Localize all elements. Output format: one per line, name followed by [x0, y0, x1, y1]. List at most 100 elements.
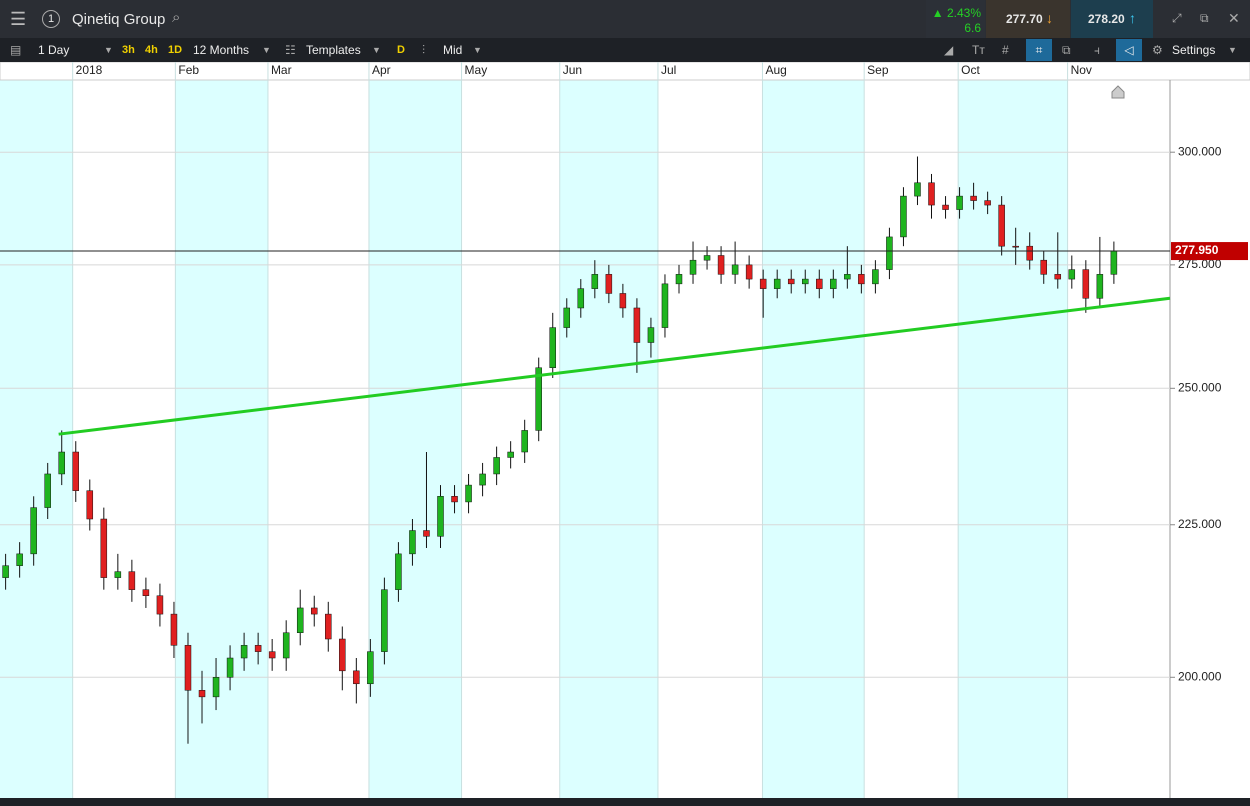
- tag-icon[interactable]: ◁: [1116, 39, 1142, 61]
- settings-button[interactable]: Settings: [1172, 43, 1216, 57]
- up-arrow: ▲: [931, 6, 947, 20]
- price-type[interactable]: Mid: [443, 43, 463, 57]
- x-tick-label: Nov: [1071, 63, 1092, 77]
- sell-button[interactable]: 277.70 ↓: [986, 0, 1070, 38]
- candle-body: [942, 204, 949, 210]
- x-tick-label: Mar: [271, 63, 292, 77]
- toolbar: ▤ 1 Day ▼ 3h 4h 1D 12 Months ▼ ☷ Templat…: [0, 38, 1250, 62]
- x-tick-label: Jun: [563, 63, 582, 77]
- candle-body: [479, 473, 486, 486]
- dropdown-arrow: ▼: [473, 45, 482, 55]
- candle-body: [577, 288, 585, 309]
- layers-icon[interactable]: ⧉: [1062, 43, 1071, 57]
- buy-arrow: ↑: [1129, 10, 1136, 26]
- popout-icon[interactable]: ⧉: [1200, 11, 1209, 25]
- candle-body: [591, 274, 599, 289]
- close-icon[interactable]: ✕: [1228, 10, 1240, 26]
- candle-body: [675, 274, 683, 285]
- x-tick-label: Oct: [961, 63, 980, 77]
- candle-body: [886, 236, 893, 270]
- last-price-label: 277.950: [1175, 243, 1219, 257]
- range-select[interactable]: 12 Months: [193, 43, 250, 57]
- candle-body: [184, 645, 192, 691]
- draw-icon[interactable]: ◢: [944, 43, 954, 57]
- candle-body: [717, 255, 725, 275]
- settings-icon: ⚙: [1152, 43, 1163, 57]
- candle-body: [198, 690, 206, 698]
- candle-body: [395, 553, 402, 590]
- candle-body: [1012, 245, 1019, 248]
- interval-select[interactable]: 1 Day: [38, 43, 70, 57]
- candle-body: [465, 484, 472, 503]
- candle-body: [745, 264, 753, 280]
- candle-body: [956, 195, 963, 210]
- candle-body: [325, 613, 332, 640]
- candle-body: [914, 182, 921, 197]
- candle-body: [423, 530, 430, 537]
- change-absolute: 6.6: [964, 21, 981, 35]
- candle-body: [844, 274, 851, 280]
- x-tick-label: Feb: [178, 63, 199, 77]
- candle-body: [535, 367, 542, 431]
- candle-body: [661, 283, 669, 328]
- candle-body: [998, 204, 1005, 247]
- candle-body: [830, 278, 837, 289]
- buy-price[interactable]: 278.20: [1088, 12, 1125, 26]
- candle-body: [282, 632, 290, 659]
- candle-body: [872, 269, 879, 285]
- candle-body: [633, 307, 641, 343]
- y-tick-label: 300.000: [1178, 144, 1222, 158]
- candle-body: [773, 278, 781, 289]
- candle-body: [731, 264, 739, 275]
- list-icon[interactable]: ▤: [10, 43, 22, 57]
- quick-interval[interactable]: 4h: [145, 44, 158, 56]
- candle-body: [437, 496, 444, 537]
- indicator-icon[interactable]: ⫞: [1094, 43, 1101, 57]
- change-percent: ▲ 2.43%: [932, 6, 981, 20]
- candle-body: [212, 677, 220, 698]
- x-tick-label: Sep: [867, 63, 889, 77]
- candle-body: [802, 278, 809, 285]
- dropdown-arrow: ▼: [1228, 45, 1237, 55]
- menu-icon[interactable]: ☰: [10, 9, 27, 29]
- buy-button[interactable]: 278.20 ↑: [1071, 0, 1153, 38]
- candle-body: [353, 670, 360, 685]
- month-band: [958, 80, 1068, 798]
- dropdown-arrow: ▼: [262, 45, 271, 55]
- candle-body: [254, 645, 262, 652]
- candle-body: [30, 507, 37, 555]
- candle-body: [928, 182, 935, 206]
- grid-icon[interactable]: #: [1002, 43, 1009, 57]
- instrument-name[interactable]: Qinetiq Group: [72, 11, 166, 28]
- quick-interval[interactable]: 3h: [122, 44, 135, 56]
- candle-body: [142, 589, 150, 596]
- sell-price[interactable]: 277.70: [1006, 12, 1043, 26]
- candle-body: [647, 327, 655, 343]
- templates-button[interactable]: Templates: [306, 43, 361, 57]
- link-icon[interactable]: 1: [42, 10, 60, 28]
- text-icon[interactable]: Tт: [972, 43, 985, 57]
- search-icon[interactable]: ⌕: [172, 9, 181, 26]
- candle-body: [1096, 274, 1104, 299]
- y-tick-label: 250.000: [1178, 380, 1222, 394]
- candle-icon: ⫶: [422, 43, 426, 57]
- candle-body: [759, 278, 767, 289]
- candle-body: [240, 645, 248, 659]
- drawing-mode[interactable]: D: [397, 44, 405, 56]
- crosshair-icon[interactable]: ⌗: [1026, 39, 1052, 61]
- candle-body: [1026, 245, 1033, 261]
- candle-body: [1068, 269, 1076, 280]
- dropdown-arrow: ▼: [372, 45, 381, 55]
- y-tick-label: 200.000: [1178, 669, 1222, 683]
- candle-body: [58, 451, 65, 475]
- y-tick-label: 275.000: [1178, 257, 1222, 271]
- candle-body: [858, 274, 865, 285]
- candle-body: [521, 430, 528, 453]
- chart: 2018 Feb Mar Apr May Jun Jul Aug Sep Oct Nov 200.00…: [0, 62, 1250, 806]
- expand-icon[interactable]: ⤢: [1172, 11, 1182, 25]
- candle-body: [689, 259, 697, 275]
- candle-body: [156, 595, 164, 615]
- candle-body: [339, 638, 346, 672]
- quick-interval[interactable]: 1D: [168, 44, 183, 56]
